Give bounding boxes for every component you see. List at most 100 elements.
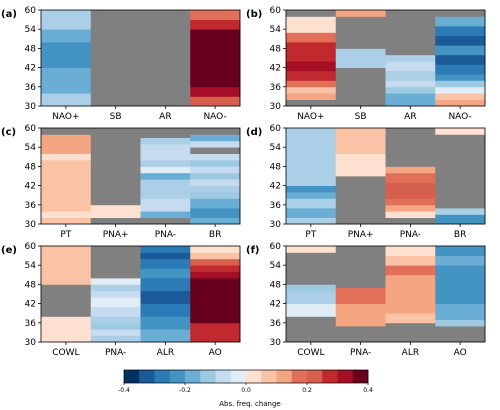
heatmap-cell	[190, 29, 241, 88]
heatmap-cell	[190, 246, 241, 253]
heatmap-cell	[286, 303, 337, 317]
heatmap-cell	[90, 322, 141, 330]
y-tick-label: 54	[25, 261, 37, 271]
x-category-label: NAO-	[448, 112, 471, 122]
heatmap-cell	[335, 303, 386, 311]
colorbar-tick-label: -0.2	[179, 387, 191, 394]
heatmap-cell	[435, 74, 486, 81]
colorbar-swatch	[169, 370, 186, 383]
y-tick-label: 54	[270, 143, 282, 153]
colorbar-swatch	[276, 370, 293, 383]
heatmap-cell	[190, 258, 241, 266]
heatmap-cell	[90, 217, 141, 225]
plot-frame	[40, 127, 241, 225]
x-category-label: AR	[404, 112, 416, 122]
heatmap-cell	[190, 278, 241, 324]
y-tick-label: 30	[270, 338, 282, 348]
heatmap-cell	[190, 19, 241, 30]
heatmap-cell	[190, 86, 241, 97]
colorbar-tick-label: -0.4	[118, 387, 130, 394]
heatmap-cell	[286, 61, 337, 72]
y-tick-label: 30	[270, 220, 282, 230]
heatmap-cell	[90, 278, 141, 285]
heatmap-cell	[190, 208, 241, 218]
panel: 30 36 42 48 54 60 PT PNA+ PNA- BR (d)	[246, 124, 486, 240]
heatmap-cell	[335, 153, 386, 177]
x-category-label: NAO+	[52, 112, 79, 122]
x-category-label: PT	[60, 230, 71, 240]
panel-label: (f)	[246, 245, 260, 256]
colorbar-swatch	[124, 370, 140, 383]
heatmap-cell	[335, 58, 386, 68]
heatmap-cell	[140, 172, 191, 180]
heatmap-cell	[41, 160, 92, 180]
heatmap-cell	[140, 211, 191, 218]
heatmap-cell	[286, 316, 337, 343]
colorbar-swatch	[352, 370, 369, 383]
heatmap-cell	[335, 67, 386, 107]
y-tick-label: 60	[270, 124, 282, 134]
heatmap-cell	[286, 179, 337, 186]
heatmap-cell	[190, 140, 241, 148]
x-category-label: PNA-	[400, 230, 421, 240]
heatmap-cell	[335, 48, 386, 59]
y-tick-label: 48	[270, 162, 282, 172]
heatmap-cell	[435, 319, 486, 327]
heatmap-cell	[41, 54, 92, 68]
heatmap-cell	[41, 204, 92, 212]
plot-frame	[40, 9, 241, 107]
y-tick-label: 60	[270, 242, 282, 252]
heatmap-cell	[286, 198, 337, 209]
heatmap-cell	[286, 128, 337, 180]
y-tick-label: 30	[25, 220, 37, 230]
y-tick-label: 42	[25, 182, 36, 192]
heatmap-cell	[190, 192, 241, 199]
x-category-label: BR	[454, 230, 466, 240]
y-tick-label: 30	[25, 102, 37, 112]
heatmap-cell	[435, 54, 486, 65]
heatmap-cell	[140, 179, 191, 199]
heatmap-cell	[435, 278, 486, 292]
heatmap-cell	[190, 198, 241, 209]
heatmap-cell	[140, 246, 191, 253]
panel-label: (c)	[1, 127, 16, 138]
colorbar-swatch	[307, 370, 323, 383]
colorbar-swatch	[291, 370, 308, 383]
heatmap-cell	[41, 316, 92, 343]
heatmap-cell	[140, 144, 191, 161]
heatmap-cell	[286, 51, 337, 62]
heatmap-cell	[385, 99, 436, 107]
heatmap-cell	[190, 134, 241, 142]
heatmap-cell	[140, 166, 191, 174]
y-tick-label: 60	[25, 124, 37, 134]
colorbar-swatch	[337, 370, 354, 383]
heatmap-cell	[190, 322, 241, 330]
heatmap-cell	[41, 179, 92, 206]
heatmap-cell	[385, 255, 436, 266]
x-category-label: PNA+	[103, 230, 129, 240]
heatmap-cell	[286, 217, 337, 225]
heatmap-cell	[190, 271, 241, 279]
colorbar-tick-label: 0.2	[302, 387, 312, 394]
heatmap-cell	[41, 153, 92, 161]
heatmap-cell	[286, 208, 337, 218]
heatmap-cell	[435, 214, 486, 225]
y-tick-label: 60	[270, 6, 282, 16]
heatmap-cell	[41, 29, 92, 43]
heatmap-cell	[90, 204, 141, 218]
heatmap-cell	[140, 316, 191, 330]
x-category-label: NAO-	[203, 112, 226, 122]
heatmap-cell	[90, 297, 141, 308]
heatmap-cell	[435, 10, 486, 17]
y-tick-label: 48	[25, 44, 37, 54]
heatmap-cell	[435, 326, 486, 343]
y-tick-label: 48	[25, 162, 37, 172]
panel: 30 36 42 48 54 60 NAO+ SB AR NAO- (b)	[246, 6, 486, 122]
y-tick-label: 30	[270, 102, 282, 112]
heatmap-cell	[335, 316, 386, 327]
heatmap-cell	[435, 128, 486, 135]
heatmap-cell	[140, 217, 191, 225]
heatmap-cell	[435, 86, 486, 94]
heatmap-cell	[41, 297, 92, 317]
heatmap-cell	[41, 93, 92, 107]
